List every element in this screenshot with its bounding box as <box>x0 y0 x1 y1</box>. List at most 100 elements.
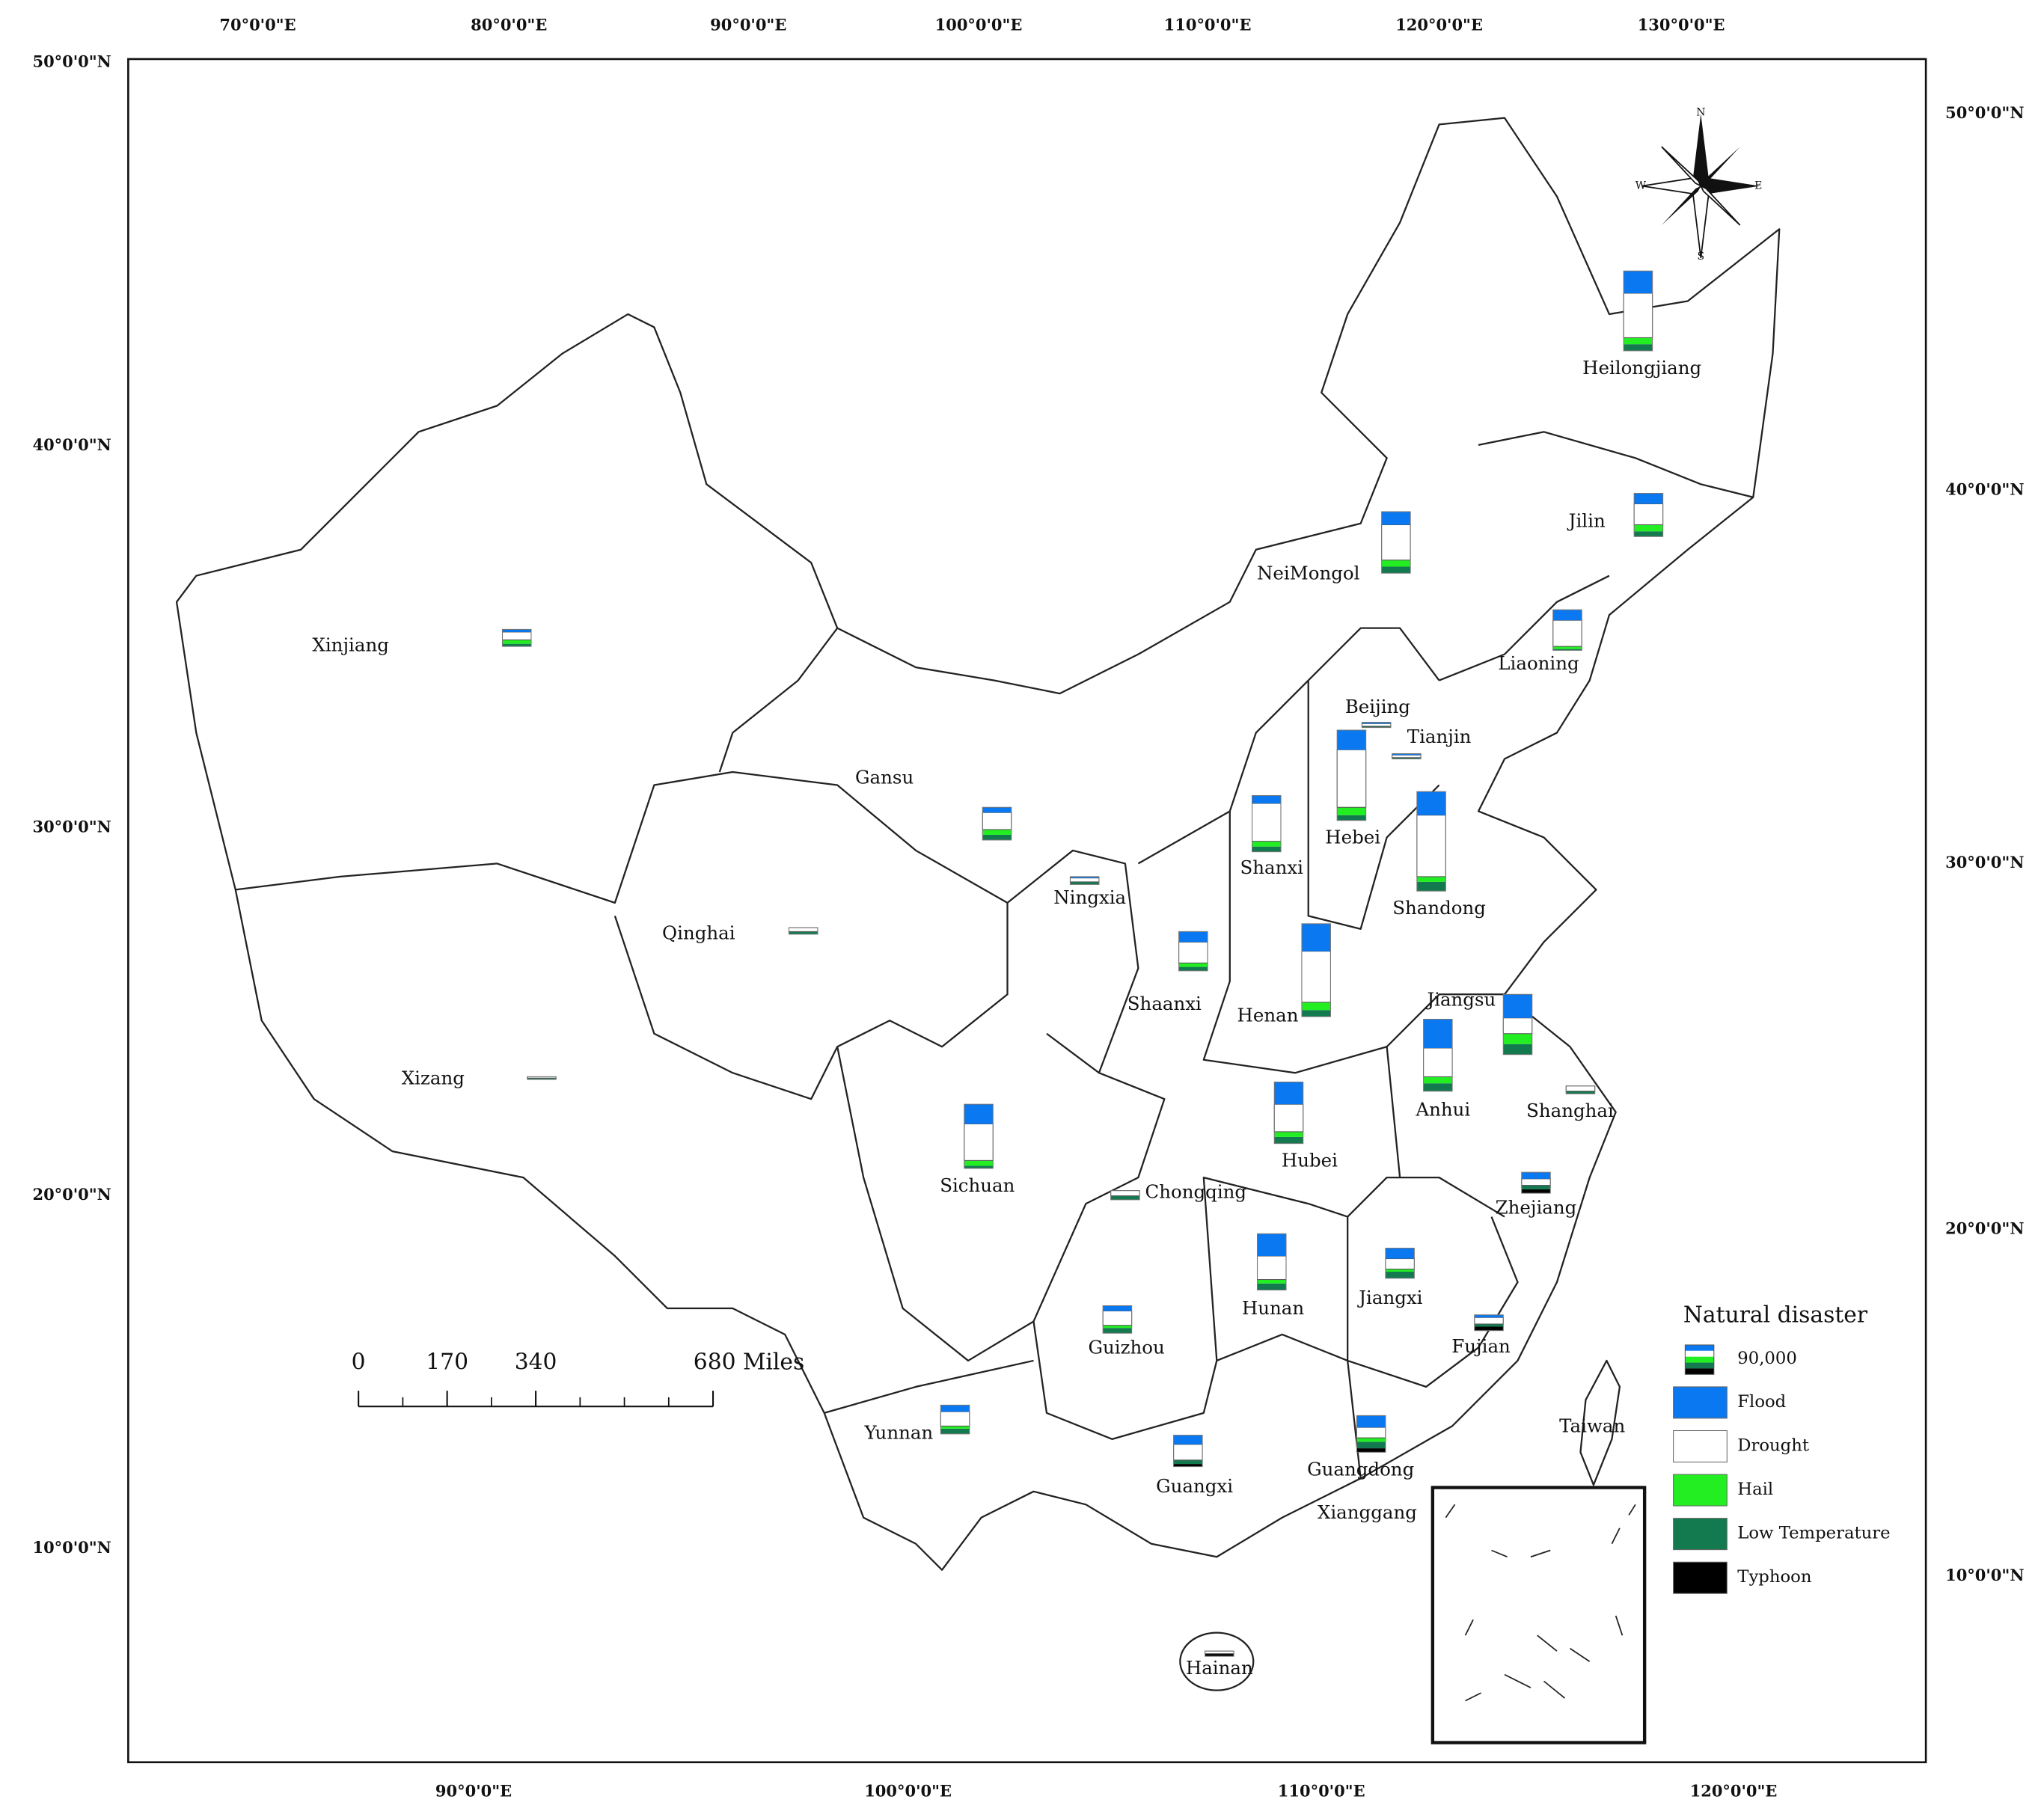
bar-segment <box>1337 807 1366 815</box>
province-bar <box>940 1404 970 1435</box>
province-bar <box>1205 1650 1234 1657</box>
bar-segment <box>1337 730 1366 750</box>
province-label: Henan <box>1237 1005 1299 1026</box>
province-label: Anhui <box>1415 1098 1470 1120</box>
bar-segment <box>1173 1459 1203 1465</box>
bar-segment <box>1474 1317 1504 1325</box>
bar-segment <box>789 931 818 934</box>
latitude-label: 40°0'0"N <box>1945 480 2024 499</box>
province-label: Jilin <box>1567 510 1606 532</box>
bar-segment <box>1356 1415 1386 1428</box>
bar-outline <box>1102 1305 1133 1334</box>
bar-outline <box>1301 923 1331 1017</box>
bar-segment <box>1110 1190 1140 1197</box>
province-bar <box>1385 1248 1415 1279</box>
bar-segment <box>964 1123 994 1161</box>
bar-segment <box>1521 1185 1551 1189</box>
province-label: Jiangsu <box>1425 989 1496 1011</box>
bar-segment <box>1102 1310 1133 1326</box>
bar-segment <box>1173 1435 1203 1444</box>
bar-segment <box>1273 1103 1304 1133</box>
bar-segment <box>1474 1326 1504 1331</box>
bar-segment <box>502 640 531 644</box>
bar-outline <box>788 927 818 935</box>
bar-segment <box>1624 271 1653 293</box>
bar-outline <box>1361 722 1392 729</box>
legend-label: Hail <box>1737 1480 1773 1499</box>
bar-segment <box>1634 531 1663 537</box>
province-bar <box>1173 1435 1203 1468</box>
bar-segment <box>1381 560 1411 567</box>
bar-segment <box>1178 931 1208 943</box>
longitude-label: 110°0'0"E <box>1278 1782 1365 1801</box>
province-label: Guangxi <box>1156 1475 1233 1497</box>
bar-outline <box>527 1076 557 1080</box>
bar-segment <box>1257 1279 1286 1284</box>
country-outline <box>175 117 1781 1571</box>
legend-sample-part <box>1685 1356 1714 1363</box>
province-label: Zhejiang <box>1496 1197 1577 1219</box>
compass-letter: W <box>1635 180 1647 192</box>
bar-segment <box>1381 566 1411 574</box>
bar-outline <box>1381 511 1411 574</box>
legend-sample-part <box>1685 1350 1714 1357</box>
bar-segment <box>1362 722 1391 724</box>
bar-segment <box>1356 1448 1386 1453</box>
bar-segment <box>1173 1464 1203 1467</box>
legend-swatch <box>1673 1561 1728 1594</box>
province-label: Liaoning <box>1498 652 1579 674</box>
latitude-label: 30°0'0"N <box>1945 853 2024 871</box>
latitude-label: 10°0'0"N <box>1945 1566 2024 1584</box>
bar-segment <box>1521 1189 1551 1194</box>
province-label: Beijing <box>1345 696 1410 717</box>
province-bar <box>527 1076 557 1080</box>
province-label: Ningxia <box>1053 886 1126 908</box>
legend-label: Low Temperature <box>1737 1524 1890 1543</box>
province-bar <box>1361 722 1392 729</box>
bar-segment <box>1362 726 1391 728</box>
bar-segment <box>502 643 531 647</box>
compass-rose <box>1641 114 1760 258</box>
region-label: Taiwan <box>1559 1415 1625 1437</box>
bar-segment <box>501 631 532 640</box>
bar-segment <box>1552 610 1582 621</box>
bar-segment <box>527 1078 557 1079</box>
province-bar <box>1565 1085 1596 1094</box>
province-label: Shandong <box>1392 897 1486 919</box>
bar-segment <box>502 629 531 632</box>
bar-segment <box>964 1104 994 1124</box>
province-label: Sichuan <box>940 1174 1015 1196</box>
province-label: Hunan <box>1242 1297 1304 1319</box>
bar-segment <box>1257 1234 1286 1257</box>
bar-outline <box>1273 1081 1304 1145</box>
bar-segment <box>982 812 1012 830</box>
bar-segment <box>1361 723 1392 727</box>
bar-segment <box>1624 337 1653 345</box>
province-bar <box>964 1103 994 1169</box>
bar-segment <box>1256 1255 1287 1281</box>
bar-segment <box>1474 1314 1504 1318</box>
longitude-label: 120°0'0"E <box>1395 16 1483 34</box>
province-bar <box>1521 1171 1551 1194</box>
legend-sample-part <box>1685 1344 1714 1351</box>
bar-segment <box>1552 646 1582 649</box>
province-label: Yunnan <box>864 1421 934 1443</box>
legend-sample <box>1684 1344 1715 1375</box>
bar-segment <box>940 1426 970 1429</box>
province-bar <box>1392 753 1422 760</box>
province-bar <box>1178 931 1208 972</box>
bar-segment <box>982 834 1012 840</box>
bar-segment <box>1634 524 1663 532</box>
bar-segment <box>1356 1438 1386 1442</box>
bar-segment <box>1474 1323 1504 1327</box>
bar-segment <box>1070 876 1099 878</box>
province-label: Qinghai <box>662 922 735 943</box>
bar-segment <box>982 829 1012 835</box>
bar-segment <box>1257 1283 1286 1290</box>
province-label: Xinjiang <box>312 634 388 656</box>
province-bar <box>1633 493 1664 537</box>
latitude-label: 20°0'0"N <box>32 1185 111 1204</box>
bar-segment <box>1252 841 1281 847</box>
bar-segment <box>1301 923 1331 952</box>
